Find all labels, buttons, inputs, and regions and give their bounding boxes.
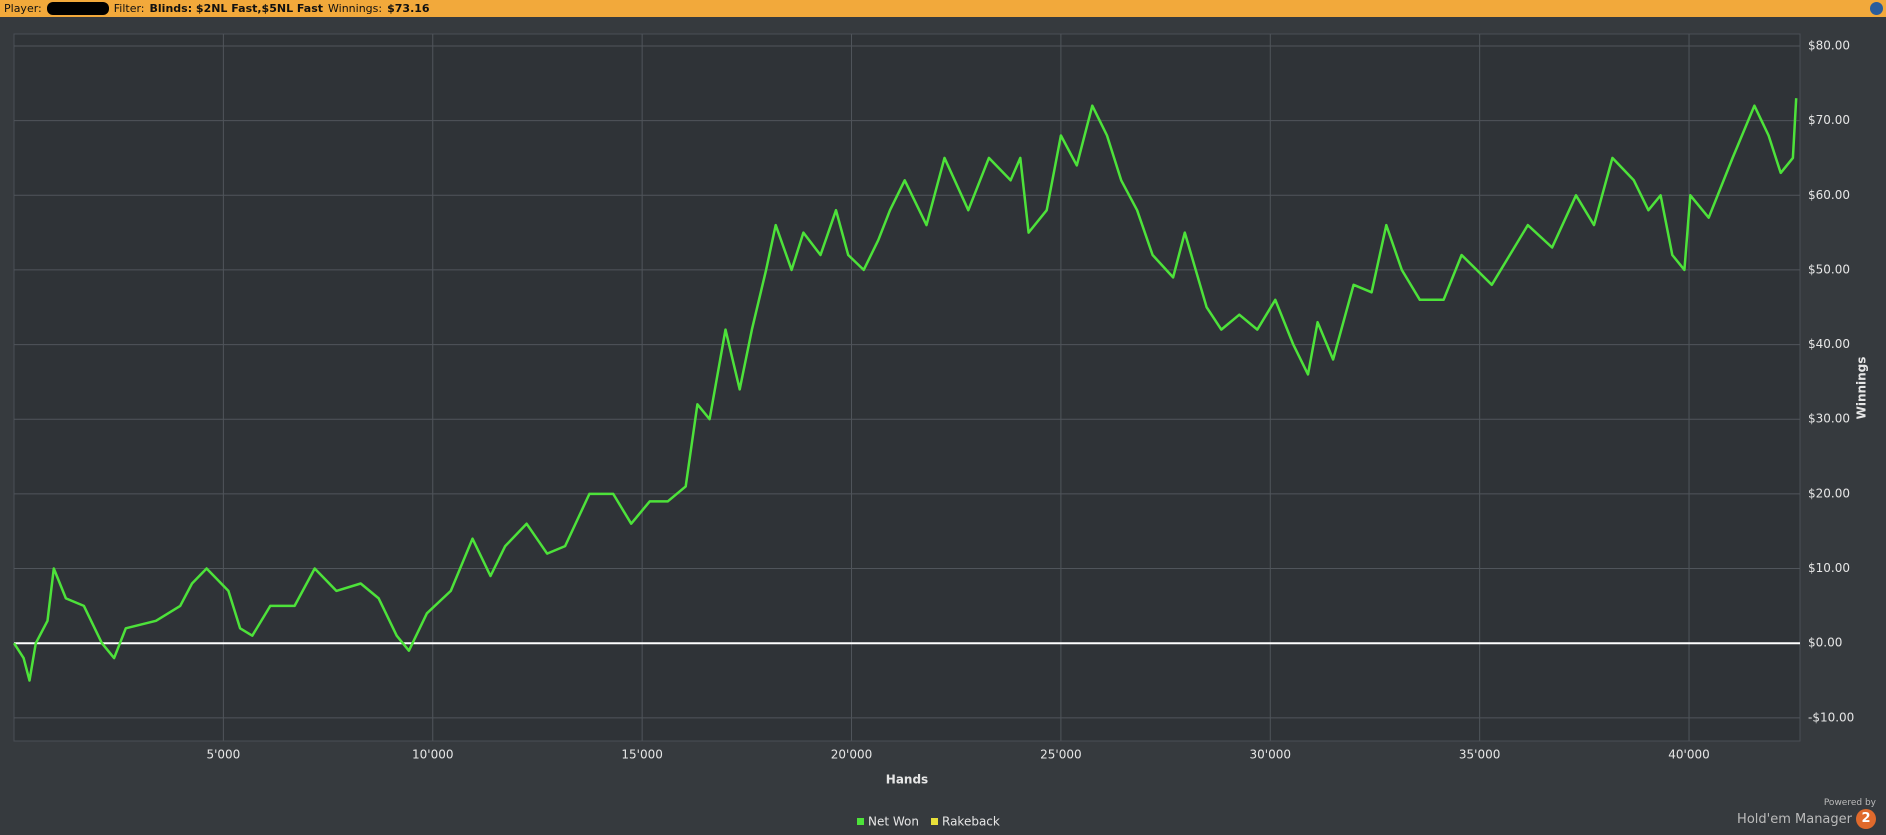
- legend-swatch: [857, 818, 864, 825]
- filter-bar: Player: Filter: Blinds: $2NL Fast,$5NL F…: [0, 0, 1886, 17]
- player-label: Player:: [4, 2, 42, 15]
- filter-value[interactable]: Blinds: $2NL Fast,$5NL Fast: [149, 2, 324, 15]
- y-tick-label: $30.00: [1808, 412, 1850, 426]
- y-tick-label: $20.00: [1808, 486, 1850, 500]
- x-tick-label: 25'000: [1040, 748, 1081, 762]
- y-tick-label: $10.00: [1808, 561, 1850, 575]
- filter-label: Filter:: [113, 2, 145, 15]
- y-tick-label: $50.00: [1808, 262, 1850, 276]
- help-button[interactable]: [1870, 2, 1883, 15]
- legend-swatch: [931, 818, 938, 825]
- legend-label: Rakeback: [942, 815, 1000, 829]
- branding: Powered by Hold'em Manager 2: [1737, 797, 1876, 829]
- y-tick-label: $70.00: [1808, 113, 1850, 127]
- powered-by: Powered by: [1823, 797, 1876, 808]
- y-tick-label: $0.00: [1808, 636, 1842, 650]
- x-tick-label: 15'000: [621, 748, 662, 762]
- redacted-name: [46, 2, 109, 15]
- winnings-label: Winnings:: [328, 2, 383, 15]
- plot-area: [13, 33, 1801, 742]
- net-won-line: [12, 98, 1798, 682]
- product-name: Hold'em Manager: [1737, 811, 1852, 827]
- version-badge: 2: [1856, 809, 1876, 829]
- x-tick-label: 30'000: [1250, 748, 1291, 762]
- winnings-value: $73.16: [387, 2, 430, 15]
- legend-label: Net Won: [868, 815, 919, 829]
- x-tick-label: 5'000: [206, 748, 240, 762]
- x-tick-label: 20'000: [831, 748, 872, 762]
- y-tick-label: -$10.00: [1808, 710, 1854, 724]
- x-tick-label: 40'000: [1668, 748, 1709, 762]
- x-tick-label: 10'000: [412, 748, 453, 762]
- x-tick-label: 35'000: [1459, 748, 1500, 762]
- y-tick-label: $60.00: [1808, 188, 1850, 202]
- y-axis-title: Winnings: [1855, 357, 1869, 420]
- y-tick-label: $40.00: [1808, 337, 1850, 351]
- x-axis-title: Hands: [886, 773, 928, 787]
- y-tick-label: $80.00: [1808, 38, 1850, 52]
